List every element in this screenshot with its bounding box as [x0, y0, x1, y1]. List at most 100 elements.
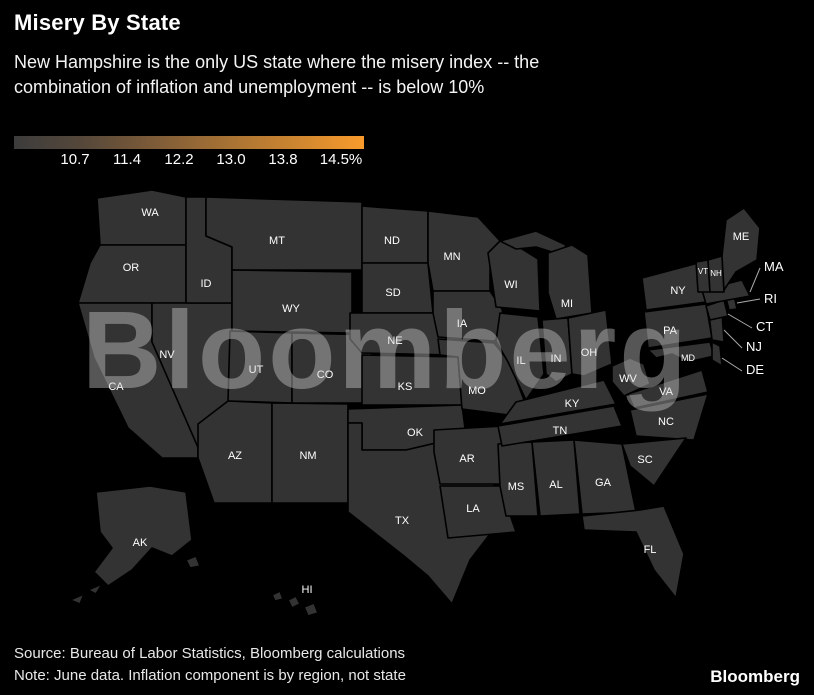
state-label-sc: SC: [637, 454, 652, 466]
callout-line-ma: [749, 267, 761, 293]
state-label-ca: CA: [108, 381, 124, 393]
state-shape-or: [77, 244, 187, 304]
state-label-nm: NM: [299, 450, 316, 462]
state-shape-fl: [581, 505, 685, 599]
callout-label-nj: NJ: [746, 339, 762, 354]
chart-subtitle: New Hampshire is the only US state where…: [14, 50, 800, 100]
state-shape-ak-island-2: [69, 593, 85, 605]
legend: 10.7 11.4 12.2 13.0 13.8 14.5%: [14, 136, 374, 172]
state-label-al: AL: [549, 479, 562, 491]
state-label-nd: ND: [384, 235, 400, 247]
state-label-sd: SD: [385, 287, 400, 299]
state-shape-ks: [361, 354, 463, 406]
state-label-wy: WY: [282, 303, 300, 315]
chart-title: Misery By State: [14, 10, 181, 35]
state-label-oh: OH: [581, 347, 598, 359]
state-label-or: OR: [123, 262, 140, 274]
state-label-ar: AR: [459, 453, 474, 465]
callout-line-ri: [736, 298, 761, 304]
legend-tick-6: 14.5%: [319, 151, 363, 168]
state-shape-hi-island-1: [271, 590, 284, 602]
state-shape-oh: [567, 309, 613, 377]
state-label-ky: KY: [565, 398, 580, 410]
state-label-mn: MN: [443, 251, 460, 263]
chart-subtitle-line-2: combination of inflation and unemploymen…: [14, 77, 485, 97]
state-label-ne: NE: [387, 335, 402, 347]
state-label-wv: WV: [619, 373, 637, 385]
legend-tick-1: 10.7: [60, 151, 90, 168]
state-shape-me: [721, 207, 761, 291]
state-shape-hi-island-3: [303, 602, 319, 617]
state-shape-ak-island-1: [87, 583, 103, 595]
bloomberg-logo: Bloomberg: [710, 667, 800, 686]
state-label-il: IL: [516, 355, 525, 367]
legend-tick-2: 11.4: [112, 151, 142, 168]
state-label-tn: TN: [553, 425, 568, 437]
state-shape-de: [711, 341, 723, 367]
state-label-ok: OK: [407, 427, 424, 439]
state-label-ia: IA: [457, 318, 468, 330]
state-label-ny: NY: [670, 285, 686, 297]
note-text: Note: June data. Inflation component is …: [14, 667, 406, 684]
state-shape-nc: [629, 393, 709, 441]
state-label-pa: PA: [663, 325, 678, 337]
state-shape-wy: [231, 269, 353, 334]
legend-ticks: 10.7 11.4 12.2 13.0 13.8 14.5%: [14, 151, 374, 171]
state-label-wa: WA: [141, 207, 159, 219]
state-shape-in: [541, 317, 573, 383]
state-shape-nh: [707, 255, 725, 293]
state-label-md: MD: [681, 353, 695, 363]
state-label-nv: NV: [159, 349, 175, 361]
state-label-ms: MS: [508, 481, 525, 493]
legend-gradient-bar: [14, 136, 364, 149]
state-label-ga: GA: [595, 477, 612, 489]
callout-label-de: DE: [746, 362, 764, 377]
chart-footer: Source: Bureau of Labor Statistics, Bloo…: [14, 643, 800, 687]
state-label-fl: FL: [644, 544, 657, 556]
legend-tick-4: 13.0: [216, 151, 246, 168]
state-shape-al: [531, 439, 581, 517]
callout-label-ma: MA: [764, 259, 784, 274]
legend-tick-3: 12.2: [164, 151, 194, 168]
state-shape-wi: [487, 240, 541, 312]
state-label-in: IN: [551, 353, 562, 365]
state-label-co: CO: [317, 369, 334, 381]
state-shape-ak-island-3: [185, 555, 201, 569]
state-label-hi: HI: [302, 584, 313, 596]
callout-line-nj: [723, 329, 743, 349]
state-shape-pa: [643, 303, 713, 349]
state-label-ak: AK: [133, 537, 148, 549]
state-shape-ar: [433, 425, 505, 485]
state-label-la: LA: [466, 503, 480, 515]
state-shape-ms: [497, 441, 539, 517]
state-label-az: AZ: [228, 450, 242, 462]
state-label-vt: VT: [698, 267, 708, 276]
state-shape-sc: [621, 437, 687, 487]
state-label-mi: MI: [561, 298, 573, 310]
callout-label-ri: RI: [764, 291, 777, 306]
callout-line-ct: [727, 313, 753, 329]
state-label-wi: WI: [504, 279, 517, 291]
state-label-tx: TX: [395, 515, 410, 527]
state-shape-ne: [349, 312, 456, 356]
callout-label-ct: CT: [756, 319, 773, 334]
callout-line-de: [721, 357, 743, 372]
state-label-va: VA: [659, 386, 674, 398]
state-label-id: ID: [201, 278, 212, 290]
chart-header: Misery By State New Hampshire is the onl…: [14, 10, 800, 100]
state-shape-md: [647, 341, 715, 363]
legend-tick-5: 13.8: [268, 151, 298, 168]
state-shape-wv: [611, 357, 651, 397]
state-label-ut: UT: [249, 364, 264, 376]
state-label-nc: NC: [658, 416, 674, 428]
state-shape-ak: [93, 485, 193, 587]
state-label-mo: MO: [468, 385, 486, 397]
state-shape-mn: [427, 210, 503, 292]
state-label-ks: KS: [398, 381, 413, 393]
state-shape-la: [439, 485, 517, 539]
state-shape-ky: [499, 379, 617, 425]
chart-subtitle-line-1: New Hampshire is the only US state where…: [14, 52, 540, 72]
source-text: Source: Bureau of Labor Statistics, Bloo…: [14, 645, 406, 662]
